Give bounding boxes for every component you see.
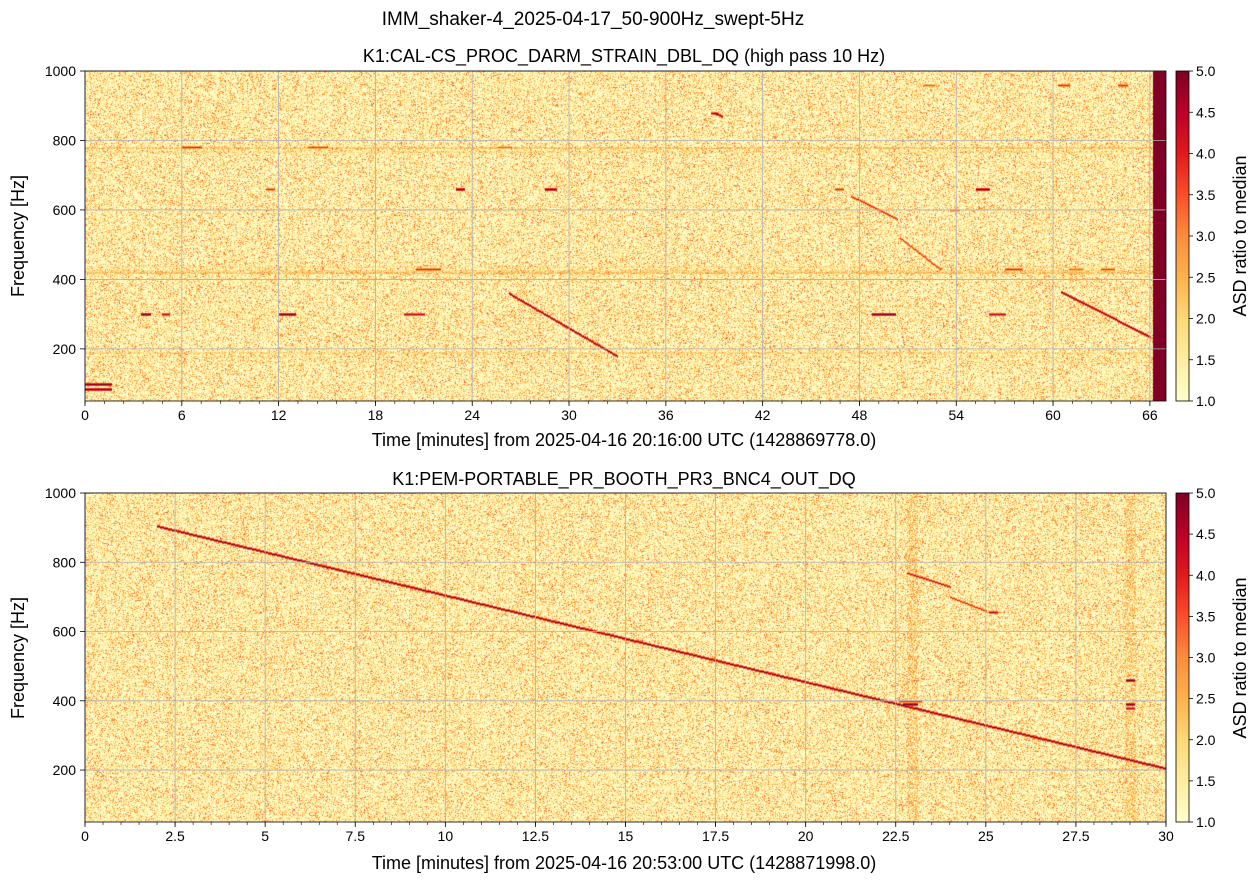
colorbar-top xyxy=(1176,71,1189,401)
x-tick-label: 66 xyxy=(1142,407,1158,423)
y-tick-label: 600 xyxy=(53,202,77,218)
x-axis-top: 0 6 12 18 24 30 36 42 48 54 60 66 xyxy=(81,401,1158,423)
y-tick-label: 600 xyxy=(53,624,77,640)
colorbar-tick-label: 4.0 xyxy=(1196,567,1216,583)
x-axis-bottom: 0 2.5 5 7.5 10 12.5 15 17.5 20 22.5 25 27.5 30 xyxy=(81,822,1174,844)
x-tick-label: 60 xyxy=(1045,407,1061,423)
x-tick-label: 10 xyxy=(438,828,454,844)
x-tick-label: 20 xyxy=(798,828,814,844)
x-tick-label: 7.5 xyxy=(346,828,366,844)
x-tick-label: 2.5 xyxy=(165,828,185,844)
y-tick-label: 400 xyxy=(53,693,77,709)
colorbar-tick-label: 1.0 xyxy=(1196,814,1216,830)
x-axis-label-bottom: Time [minutes] from 2025-04-16 20:53:00 … xyxy=(372,853,877,873)
y-axis-top: 200 400 600 800 1000 xyxy=(45,63,85,357)
y-tick-label: 400 xyxy=(53,271,77,287)
colorbar-tick-label: 2.5 xyxy=(1196,691,1216,707)
x-tick-label: 25 xyxy=(978,828,994,844)
colorbar-tick-label: 4.5 xyxy=(1196,104,1216,120)
colorbar-tick-label: 5.0 xyxy=(1196,485,1216,501)
x-tick-label: 6 xyxy=(178,407,186,423)
colorbar-tick-label: 2.0 xyxy=(1196,311,1216,327)
spectrogram-top xyxy=(85,71,1166,401)
colorbar-tick-label: 3.5 xyxy=(1196,187,1216,203)
x-tick-label: 30 xyxy=(561,407,577,423)
x-tick-label: 0 xyxy=(81,407,89,423)
y-tick-label: 800 xyxy=(53,132,77,148)
plot-title-top: K1:CAL-CS_PROC_DARM_STRAIN_DBL_DQ (high … xyxy=(363,46,885,67)
y-tick-label: 200 xyxy=(53,341,77,357)
y-axis-label-top: Frequency [Hz] xyxy=(8,175,28,297)
colorbar-tick-label: 3.0 xyxy=(1196,228,1216,244)
x-tick-label: 12.5 xyxy=(522,828,549,844)
x-tick-label: 12 xyxy=(271,407,287,423)
y-tick-label: 800 xyxy=(53,554,77,570)
colorbar-label-bottom: ASD ratio to median xyxy=(1230,577,1250,738)
x-tick-label: 17.5 xyxy=(702,828,729,844)
colorbar-tick-label: 2.0 xyxy=(1196,732,1216,748)
colorbar-tick-label: 1.0 xyxy=(1196,393,1216,409)
x-tick-label: 48 xyxy=(852,407,868,423)
x-axis-label-top: Time [minutes] from 2025-04-16 20:16:00 … xyxy=(372,430,877,450)
x-tick-label: 42 xyxy=(755,407,771,423)
x-tick-label: 54 xyxy=(948,407,964,423)
colorbar-bottom xyxy=(1176,493,1189,822)
colorbar-tick-label: 4.5 xyxy=(1196,526,1216,542)
panel-bottom: K1:PEM-PORTABLE_PR_BOOTH_PR3_BNC4_OUT_DQ… xyxy=(8,469,1250,873)
colorbar-tick-label: 1.5 xyxy=(1196,352,1216,368)
x-tick-label: 27.5 xyxy=(1062,828,1089,844)
y-axis-bottom: 200 400 600 800 1000 xyxy=(45,485,85,778)
plot-frame-top xyxy=(84,70,1167,402)
x-tick-label: 30 xyxy=(1158,828,1174,844)
y-tick-label: 1000 xyxy=(45,485,76,501)
colorbar-tick-label: 5.0 xyxy=(1196,63,1216,79)
x-tick-label: 24 xyxy=(464,407,480,423)
colorbar-label-top: ASD ratio to median xyxy=(1230,155,1250,316)
x-tick-label: 18 xyxy=(368,407,384,423)
colorbar-tick-label: 4.0 xyxy=(1196,146,1216,162)
figure-suptitle: IMM_shaker-4_2025-04-17_50-900Hz_swept-5… xyxy=(382,9,804,30)
colorbar-tick-label: 3.5 xyxy=(1196,608,1216,624)
x-tick-label: 15 xyxy=(618,828,634,844)
x-tick-label: 22.5 xyxy=(882,828,909,844)
colorbar-tick-label: 1.5 xyxy=(1196,773,1216,789)
colorbar-tick-label: 2.5 xyxy=(1196,269,1216,285)
colorbar-ticks-top: 1.0 1.5 2.0 2.5 3.0 3.5 4.0 4.5 5.0 xyxy=(1189,63,1216,409)
plot-title-bottom: K1:PEM-PORTABLE_PR_BOOTH_PR3_BNC4_OUT_DQ xyxy=(392,469,855,490)
x-tick-label: 0 xyxy=(81,828,89,844)
x-tick-label: 36 xyxy=(658,407,674,423)
panel-top: K1:CAL-CS_PROC_DARM_STRAIN_DBL_DQ (high … xyxy=(8,46,1250,450)
colorbar-ticks-bottom: 1.0 1.5 2.0 2.5 3.0 3.5 4.0 4.5 5.0 xyxy=(1189,485,1216,830)
y-tick-label: 200 xyxy=(53,762,77,778)
y-axis-label-bottom: Frequency [Hz] xyxy=(8,597,28,719)
y-tick-label: 1000 xyxy=(45,63,76,79)
x-tick-label: 5 xyxy=(261,828,269,844)
colorbar-tick-label: 3.0 xyxy=(1196,650,1216,666)
